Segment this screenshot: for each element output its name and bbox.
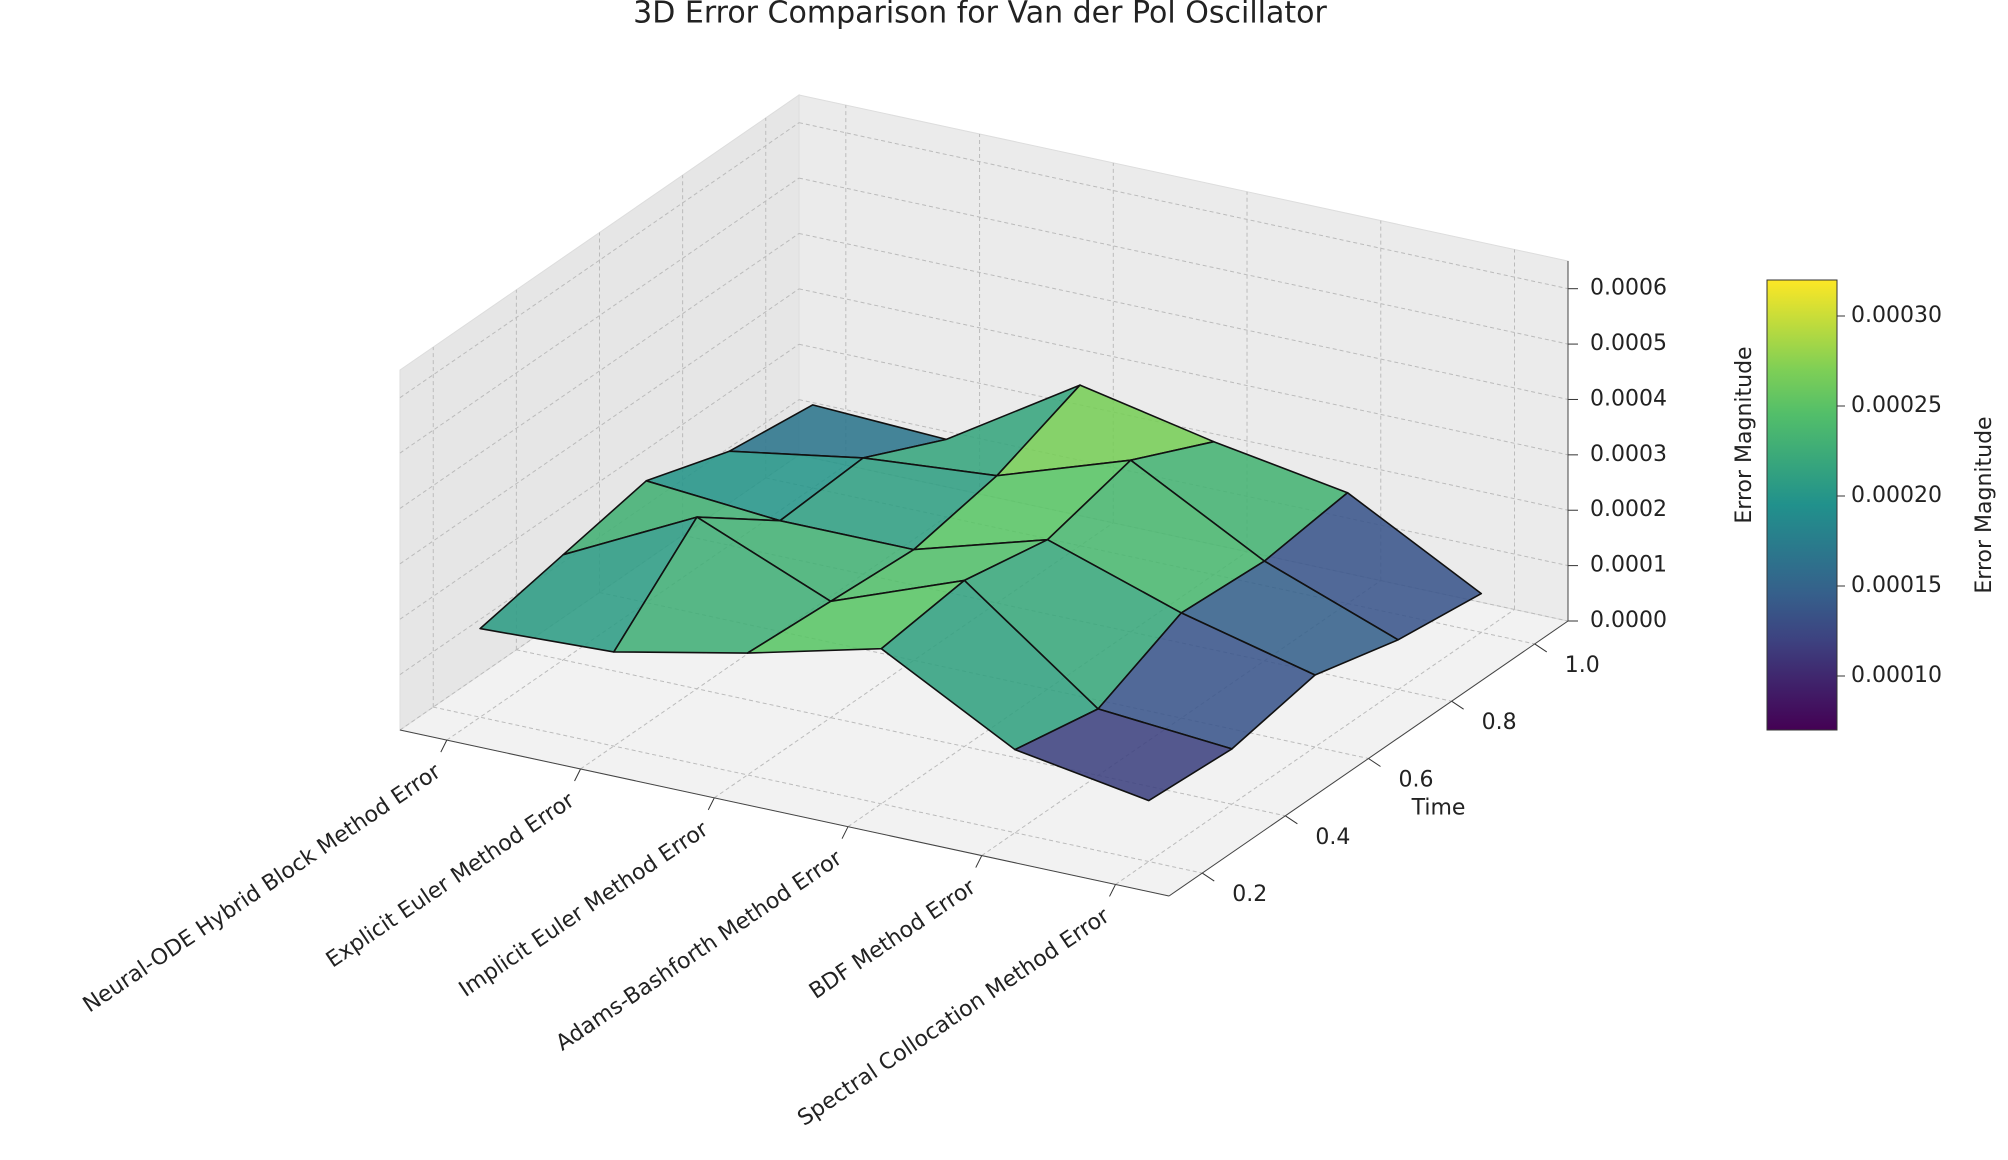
grid-line [714,522,1114,799]
grid-line [798,343,1569,511]
z-tick-label: 0.0001 [1590,553,1667,578]
y-tick-label: 0.8 [1482,710,1517,735]
colorbar-tick-label: 0.00010 [1851,663,1942,688]
y-axis-title: Time [1411,796,1466,821]
colorbar [1766,279,1838,731]
grid-line [399,233,800,509]
y-tick [1368,758,1381,767]
x-tick-label: Adams-Bashforth Method Error [552,845,848,1056]
z-tick-label: 0.0002 [1590,497,1667,522]
grid-line [1115,609,1515,885]
colorbar-title: Error Magnitude [1972,416,1997,593]
grid-line [446,464,847,741]
chart-title: 3D Error Comparison for Van der Pol Osci… [633,0,1327,31]
z-tick-label: 0.0004 [1590,386,1667,411]
x-tick [1109,884,1116,897]
y-tick [1534,643,1548,653]
grid-line [399,343,800,620]
y-tick-label: 0.4 [1315,825,1350,850]
x-tick [440,739,448,753]
x-tick [707,797,715,811]
grid-line [399,288,800,565]
axis-line [1168,620,1569,897]
grid-line [433,706,1203,874]
grid-line [399,399,800,676]
grid-line [399,177,800,454]
z-axis-title: Error Magnitude [1732,346,1757,523]
x-tick-label: Spectral Collocation Method Error [793,903,1115,1131]
z-tick-label: 0.0006 [1590,276,1667,301]
x-tick-label: BDF Method Error [805,874,981,1004]
z-tick-label: 0.0000 [1590,608,1667,633]
grid-line [399,122,800,399]
surface-face [1014,708,1233,802]
y-tick-label: 0.2 [1232,882,1267,907]
x-tick [975,855,983,868]
colorbar-tick-label: 0.00025 [1851,393,1942,418]
x-tick [841,826,849,839]
z-tick-label: 0.0005 [1590,331,1667,356]
x-tick [574,768,581,782]
grid-line [798,177,1569,345]
y-tick [1201,872,1215,882]
y-tick [1285,815,1298,825]
grid-line [798,288,1569,456]
z-tick-label: 0.0003 [1590,442,1667,467]
grid-line [798,122,1569,290]
axis-line [399,729,1170,897]
colorbar-tick-label: 0.00020 [1851,483,1942,508]
y-tick [1451,700,1464,710]
colorbar-tick-label: 0.00015 [1851,573,1942,598]
x-tick-label: Neural-ODE Hybrid Block Method Error [79,759,447,1018]
y-tick-label: 0.6 [1399,768,1434,793]
grid-line [580,493,980,770]
y-tick-label: 1.0 [1565,653,1600,678]
grid-line [798,232,1569,400]
colorbar-tick-label: 0.00030 [1851,303,1942,328]
grid-line [981,580,1382,856]
grid-line [847,551,1248,828]
grid-line [399,454,800,731]
grid-line [516,649,1286,817]
